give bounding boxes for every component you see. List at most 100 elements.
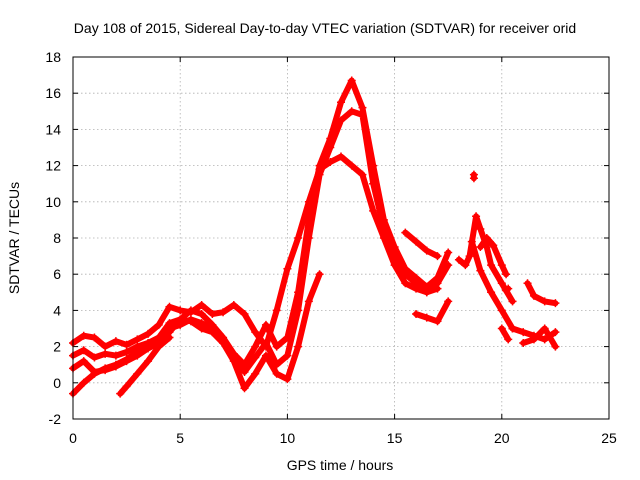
- data-point: [469, 170, 478, 179]
- data-point: [497, 279, 506, 288]
- data-point: [304, 297, 313, 306]
- data-point: [122, 340, 131, 349]
- data-point: [551, 342, 560, 351]
- x-axis-label: GPS time / hours: [287, 457, 394, 473]
- series-band: [70, 108, 452, 375]
- data-point: [251, 353, 260, 362]
- data-point: [315, 270, 324, 279]
- data-point: [461, 261, 470, 270]
- data-point: [433, 317, 442, 326]
- data-point: [154, 342, 163, 351]
- data-point: [390, 261, 399, 270]
- data-point: [197, 300, 206, 309]
- data-point: [144, 342, 153, 351]
- data-point: [272, 369, 281, 378]
- data-point: [101, 349, 110, 358]
- y-tick-label: 6: [53, 266, 61, 282]
- data-point: [294, 342, 303, 351]
- data-point: [208, 328, 217, 337]
- data-point: [412, 273, 421, 282]
- data-point: [240, 310, 249, 319]
- y-tick-label: 8: [53, 230, 61, 246]
- data-point: [472, 212, 481, 221]
- data-point: [347, 76, 356, 85]
- x-tick-label: 25: [601, 430, 617, 446]
- data-point: [433, 284, 442, 293]
- plot-frame: [72, 56, 610, 420]
- data-point: [315, 165, 324, 174]
- data-point: [540, 324, 549, 333]
- data-point: [197, 324, 206, 333]
- data-point: [240, 367, 249, 376]
- data-point: [497, 306, 506, 315]
- data-point: [251, 369, 260, 378]
- data-point: [551, 328, 560, 337]
- data-point: [219, 338, 228, 347]
- x-tick-label: 15: [387, 430, 403, 446]
- data-point: [144, 329, 153, 338]
- x-tick-label: 0: [69, 430, 77, 446]
- data-point: [79, 346, 88, 355]
- data-point: [433, 273, 442, 282]
- series-track-6: [412, 297, 453, 326]
- data-point: [101, 342, 110, 351]
- x-tick-label: 20: [494, 430, 510, 446]
- series-track-8: [454, 212, 517, 306]
- data-point: [467, 237, 476, 246]
- data-point: [208, 320, 217, 329]
- data-point: [519, 328, 528, 337]
- data-point: [401, 264, 410, 273]
- data-point: [502, 270, 511, 279]
- data-point: [165, 319, 174, 328]
- data-point: [444, 297, 453, 306]
- chart-title: Day 108 of 2015, Sidereal Day-to-day VTE…: [74, 20, 576, 36]
- data-point: [369, 206, 378, 215]
- series-band: [413, 298, 452, 325]
- data-point: [133, 369, 142, 378]
- series-track-14: [519, 324, 560, 351]
- data-point: [433, 252, 442, 261]
- data-point: [523, 279, 532, 288]
- data-point: [482, 234, 491, 242]
- data-point: [111, 360, 120, 369]
- data-point: [337, 152, 345, 161]
- data-point: [197, 310, 206, 319]
- data-point: [79, 357, 88, 366]
- series-track-4: [69, 270, 324, 398]
- data-point: [90, 369, 99, 378]
- data-point: [422, 246, 431, 255]
- data-point: [347, 161, 356, 170]
- data-point: [283, 264, 292, 273]
- data-point: [358, 103, 367, 112]
- data-point: [508, 324, 517, 333]
- data-point: [133, 335, 142, 344]
- data-point: [401, 228, 410, 237]
- y-tick-label: 10: [45, 194, 61, 210]
- y-tick-label: 4: [53, 302, 61, 318]
- data-point: [229, 300, 238, 309]
- data-point: [412, 284, 421, 293]
- data-point: [111, 337, 120, 346]
- data-point: [540, 335, 549, 344]
- data-point: [283, 375, 292, 384]
- data-point: [497, 324, 506, 333]
- data-point: [283, 351, 292, 360]
- data-point: [116, 389, 125, 398]
- data-point: [540, 297, 549, 306]
- data-point: [444, 248, 453, 257]
- data-point: [489, 241, 498, 250]
- x-tick-label: 10: [280, 430, 296, 446]
- series-band: [498, 325, 512, 343]
- data-point: [133, 348, 142, 357]
- data-point: [476, 266, 485, 275]
- data-point: [154, 320, 163, 329]
- data-point: [422, 313, 431, 322]
- data-point: [326, 157, 335, 166]
- data-point: [240, 384, 249, 393]
- data-point: [529, 291, 538, 300]
- data-point: [519, 338, 528, 347]
- data-point: [476, 224, 485, 233]
- y-tick-label: 16: [45, 85, 61, 101]
- data-point: [122, 382, 131, 391]
